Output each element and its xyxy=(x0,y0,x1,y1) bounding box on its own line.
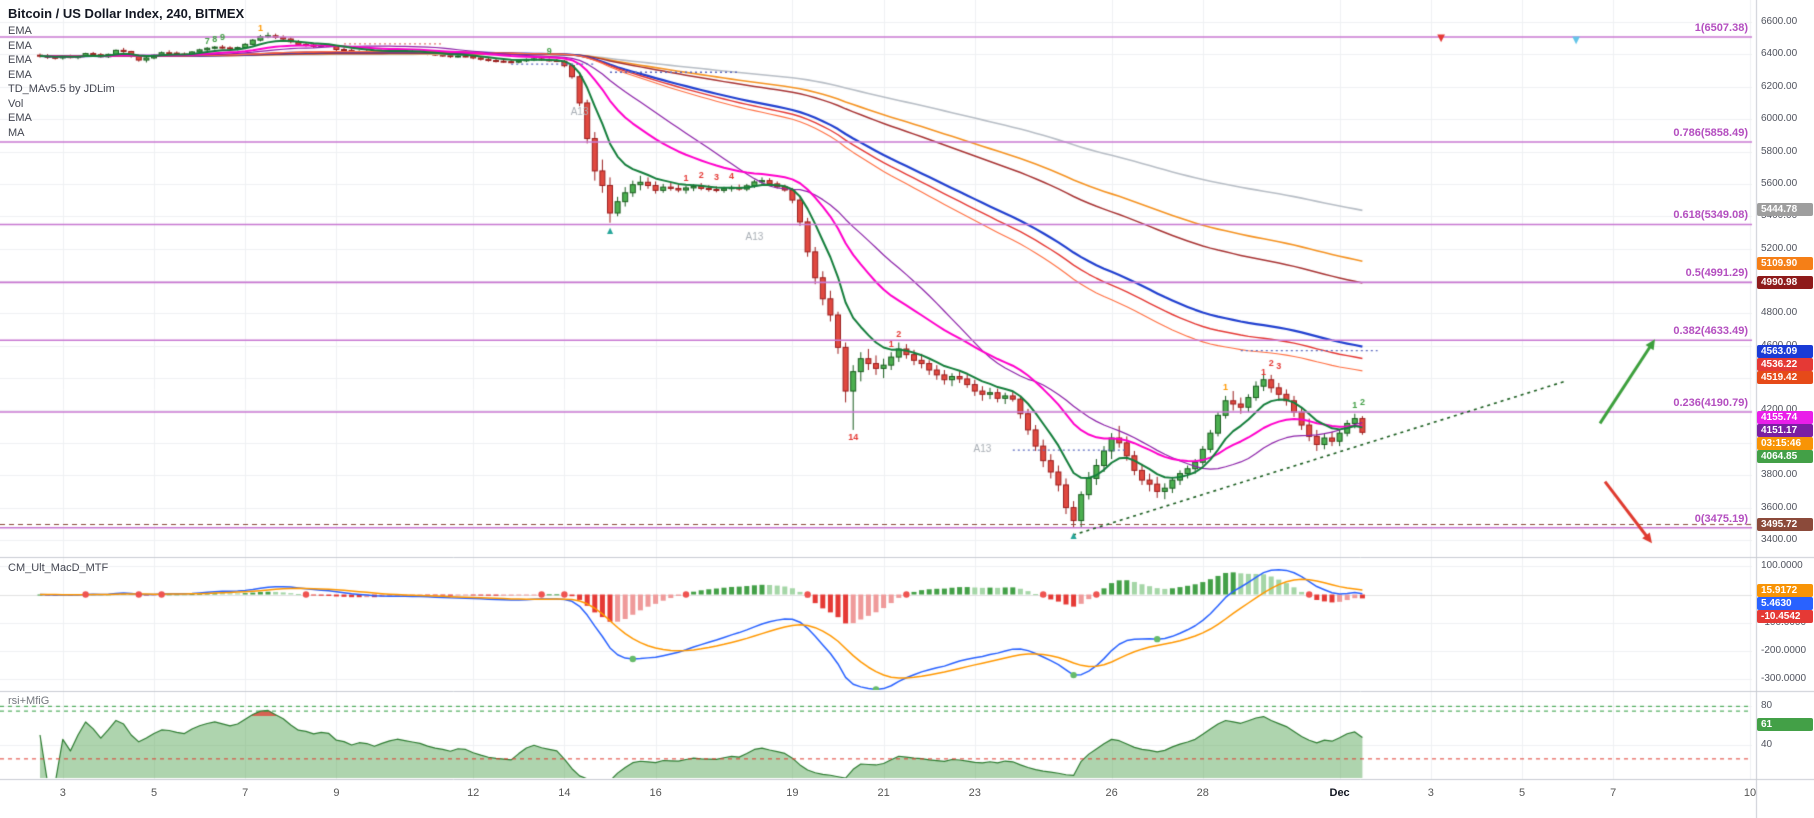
countdown-badge: 03:15:46 xyxy=(1757,437,1813,451)
axis-tick-label: 3400.00 xyxy=(1761,533,1798,545)
axis-tick-label: -200.0000 xyxy=(1761,644,1807,656)
axis-tick-label: 6200.00 xyxy=(1761,80,1798,92)
time-axis-label: 10 xyxy=(1743,787,1757,799)
macd-panel-label[interactable]: CM_Ult_MacD_MTF xyxy=(8,562,109,574)
fib-label-0382: 0.382(4633.49) xyxy=(1673,325,1748,338)
indicator-label-ema-4[interactable]: EMA xyxy=(8,68,32,81)
alert-level-badge: 3495.72 xyxy=(1757,517,1813,531)
indicator-label-vol[interactable]: Vol xyxy=(8,97,24,110)
price-axis[interactable]: 6600.00 6400.00 6200.00 6000.00 5800.00 5600.… xyxy=(1757,0,1814,818)
time-axis[interactable]: 3 5 7 9 12 14 16 19 21 23 26 28 Dec 3 5 7 10 xyxy=(0,779,1756,818)
indicator-label-ma[interactable]: MA xyxy=(8,126,25,139)
axis-tick-label: 3600.00 xyxy=(1761,501,1798,513)
fib-label-1: 1(6507.38) xyxy=(1694,22,1748,34)
time-axis-label: 21 xyxy=(877,787,890,799)
symbol-title[interactable]: Bitcoin / US Dollar Index, 240, BITMEX xyxy=(8,6,245,21)
time-axis-label: 14 xyxy=(558,787,571,799)
time-axis-label: 9 xyxy=(333,787,340,799)
indicator-label-ema-1[interactable]: EMA xyxy=(8,25,32,37)
time-axis-label: 19 xyxy=(786,787,799,799)
time-axis-label: 3 xyxy=(59,787,66,799)
axis-tick-label: 100.0000 xyxy=(1761,560,1803,572)
axis-tick-label: 80 xyxy=(1761,700,1773,712)
axis-tick-label: 6600.00 xyxy=(1761,16,1798,27)
fib-label-05: 0.5(4991.29) xyxy=(1685,267,1748,280)
fib-label-0: 0(3475.19) xyxy=(1694,512,1748,525)
macd-line-badge: 5.4630 xyxy=(1757,596,1813,610)
ma-red-badge: 4536.22 xyxy=(1757,358,1813,372)
axis-tick-label: 40 xyxy=(1761,738,1773,750)
axis-tick-label: 3800.00 xyxy=(1761,469,1798,481)
indicator-label-ema-2[interactable]: EMA xyxy=(8,39,32,52)
ma-purple-badge: 4151.17 xyxy=(1757,424,1813,438)
last-price-badge: 4064.85 xyxy=(1757,450,1813,464)
axis-tick-label: 6000.00 xyxy=(1761,113,1798,125)
macd-signal-badge: 15.9172 xyxy=(1757,583,1813,597)
axis-tick-label: 4800.00 xyxy=(1761,307,1798,319)
time-axis-label: Dec xyxy=(1329,787,1350,799)
ma-maroon-badge: 4990.98 xyxy=(1757,275,1813,289)
fib-label-0618: 0.618(5349.08) xyxy=(1673,209,1748,222)
indicator-label-ema-5[interactable]: EMA xyxy=(8,112,32,124)
rsi-panel-label[interactable]: rsi+MfiG xyxy=(8,695,50,707)
axis-tick-label: 5800.00 xyxy=(1761,145,1798,157)
macd-hist-badge: -10.4542 xyxy=(1757,609,1813,623)
time-axis-label: 26 xyxy=(1105,787,1118,799)
fib-label-0236: 0.236(4190.79) xyxy=(1673,396,1748,409)
indicator-label-td-ma[interactable]: TD_MAv5.5 by JDLim xyxy=(8,83,115,95)
chart-legend: Bitcoin / US Dollar Index, 240, BITMEX E… xyxy=(8,6,244,140)
axis-tick-label: 5400.00 xyxy=(1761,210,1798,222)
ma-magenta-badge: 4155.74 xyxy=(1757,411,1813,425)
ma-blue-badge: 4563.09 xyxy=(1757,345,1813,359)
time-axis-label: 5 xyxy=(150,787,158,799)
time-axis-label: 23 xyxy=(968,787,981,799)
ma-gray-badge: 5444.78 xyxy=(1757,202,1813,216)
axis-tick-label: -300.0000 xyxy=(1761,672,1807,684)
time-axis-label: 3 xyxy=(1427,787,1434,799)
indicator-label-ema-3[interactable]: EMA xyxy=(8,54,32,66)
time-axis-label: 16 xyxy=(649,787,662,799)
ma-orangered-badge: 4519.42 xyxy=(1757,371,1813,385)
time-axis-label: 5 xyxy=(1518,787,1526,799)
axis-tick-label: 5600.00 xyxy=(1761,177,1798,189)
time-axis-label: 12 xyxy=(467,787,480,799)
axis-tick-label: 6400.00 xyxy=(1761,48,1798,60)
fib-label-0786: 0.786(5858.49) xyxy=(1673,127,1748,140)
time-axis-label: 28 xyxy=(1196,787,1209,799)
axis-tick-label: 4200.00 xyxy=(1761,404,1798,416)
time-axis-label: 7 xyxy=(1610,787,1617,799)
axis-tick-label: 5200.00 xyxy=(1761,242,1798,254)
rsi-value-badge: 61 xyxy=(1757,717,1813,731)
ma-orange-badge: 5109.90 xyxy=(1757,256,1813,270)
time-axis-label: 7 xyxy=(242,787,249,799)
